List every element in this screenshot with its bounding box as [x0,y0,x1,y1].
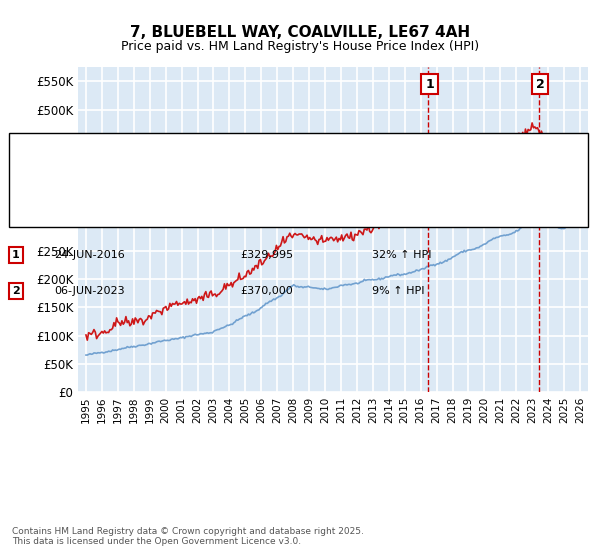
Text: Contains HM Land Registry data © Crown copyright and database right 2025.
This d: Contains HM Land Registry data © Crown c… [12,526,364,546]
Text: Price paid vs. HM Land Registry's House Price Index (HPI): Price paid vs. HM Land Registry's House … [121,40,479,53]
Text: 7, BLUEBELL WAY, COALVILLE, LE67 4AH (detached house): 7, BLUEBELL WAY, COALVILLE, LE67 4AH (de… [51,146,371,156]
Text: 32% ↑ HPI: 32% ↑ HPI [372,250,431,260]
Text: 2: 2 [12,286,20,296]
Text: 24-JUN-2016: 24-JUN-2016 [54,250,125,260]
Text: 1: 1 [425,78,434,91]
Text: 9% ↑ HPI: 9% ↑ HPI [372,286,425,296]
Text: 7, BLUEBELL WAY, COALVILLE, LE67 4AH: 7, BLUEBELL WAY, COALVILLE, LE67 4AH [130,25,470,40]
Text: HPI: Average price, detached house, North West Leicestershire: HPI: Average price, detached house, Nort… [51,202,394,212]
Text: 2: 2 [536,78,545,91]
Text: 1: 1 [12,250,20,260]
Text: £370,000: £370,000 [240,286,293,296]
Text: 06-JUN-2023: 06-JUN-2023 [54,286,125,296]
Text: £329,995: £329,995 [240,250,293,260]
